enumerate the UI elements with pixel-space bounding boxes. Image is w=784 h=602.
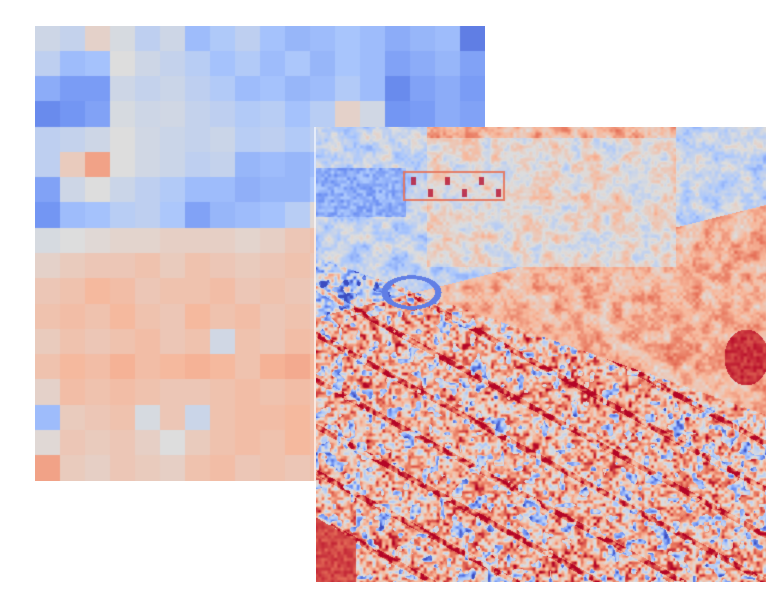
fine-heatmap-canvas [316, 127, 766, 582]
fine-heatmap [316, 127, 766, 582]
